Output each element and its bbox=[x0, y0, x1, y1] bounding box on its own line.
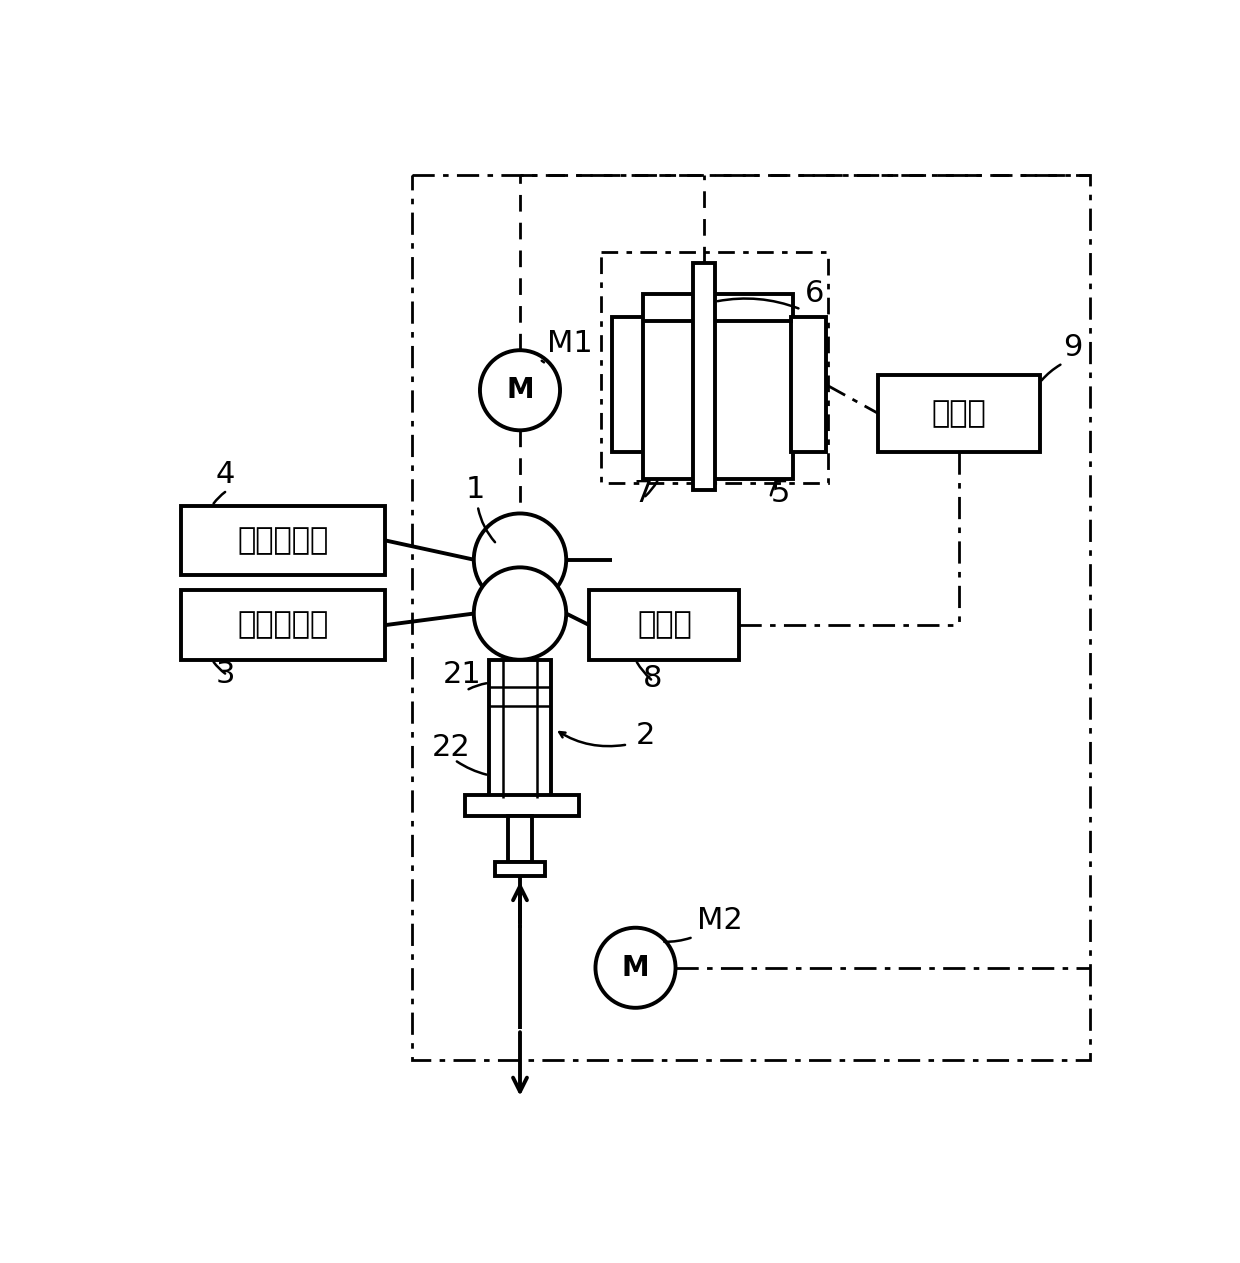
Bar bbox=[465, 794, 579, 816]
Bar bbox=[181, 591, 386, 659]
Text: 9: 9 bbox=[1063, 332, 1083, 361]
Bar bbox=[644, 294, 794, 479]
Bar bbox=[589, 591, 739, 659]
Text: 水样供给部: 水样供给部 bbox=[238, 610, 329, 639]
Text: 6: 6 bbox=[805, 279, 825, 308]
Circle shape bbox=[474, 567, 567, 659]
Bar bbox=[495, 863, 546, 877]
Bar bbox=[181, 505, 386, 575]
Bar bbox=[878, 375, 1040, 452]
Text: 4: 4 bbox=[216, 460, 236, 489]
Circle shape bbox=[474, 514, 567, 606]
Text: 3: 3 bbox=[216, 659, 236, 688]
Text: 测定部: 测定部 bbox=[637, 610, 692, 639]
Text: 2: 2 bbox=[635, 721, 655, 750]
Text: 8: 8 bbox=[644, 664, 662, 692]
Text: 试药供给部: 试药供给部 bbox=[238, 525, 329, 554]
Text: M1: M1 bbox=[547, 328, 593, 357]
Circle shape bbox=[595, 928, 676, 1008]
Bar bbox=[508, 816, 532, 863]
Bar bbox=[791, 317, 826, 452]
Bar bbox=[490, 659, 551, 798]
Text: M2: M2 bbox=[697, 907, 743, 936]
Bar bbox=[693, 263, 714, 490]
Text: 1: 1 bbox=[466, 475, 486, 504]
Text: 22: 22 bbox=[432, 733, 470, 762]
Text: 5: 5 bbox=[770, 479, 790, 508]
Text: 21: 21 bbox=[443, 659, 482, 688]
Text: 7: 7 bbox=[634, 479, 653, 508]
Text: M: M bbox=[506, 376, 533, 404]
Bar bbox=[601, 251, 828, 482]
Bar bbox=[412, 174, 1090, 1060]
Text: 控制部: 控制部 bbox=[931, 399, 986, 428]
Text: M: M bbox=[621, 954, 650, 981]
Bar bbox=[613, 317, 647, 452]
Circle shape bbox=[480, 350, 560, 431]
